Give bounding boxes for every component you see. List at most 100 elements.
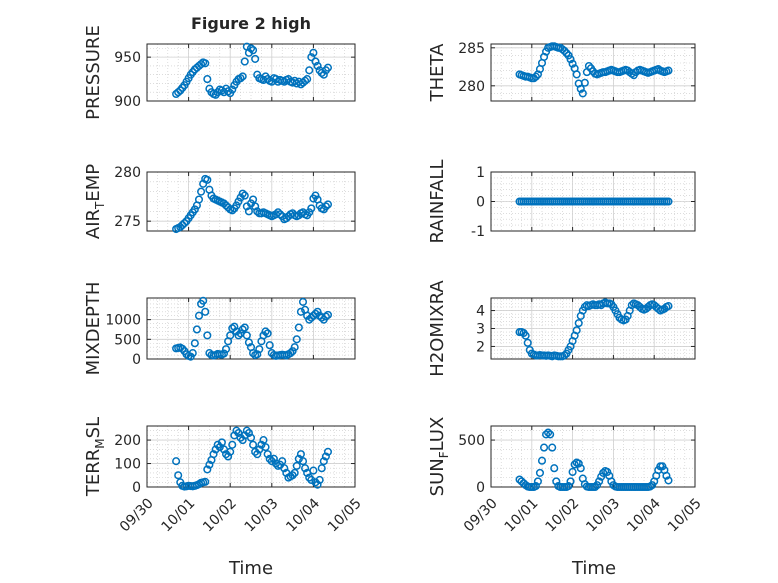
data-point	[564, 482, 573, 491]
y-axis-label: MIXDEPTH	[83, 282, 104, 376]
data-point	[319, 457, 328, 466]
data-point	[199, 296, 208, 305]
data-point	[192, 325, 201, 334]
data-point	[576, 84, 585, 93]
x-tick-label: 10/05	[325, 495, 365, 535]
data-point	[294, 323, 303, 332]
data-point	[280, 464, 289, 473]
data-point	[174, 471, 183, 480]
x-tick-label: 10/01	[159, 495, 199, 535]
data-point	[315, 475, 324, 485]
data-point	[313, 61, 322, 70]
y-tick-label: 275	[114, 214, 141, 230]
data-point	[190, 205, 199, 214]
data-point	[251, 54, 260, 63]
data-point	[255, 345, 264, 354]
data-point	[570, 460, 579, 469]
subplot-3: 275 280 AIRTEMP	[83, 164, 356, 239]
data-point	[305, 473, 314, 482]
data-point	[205, 460, 214, 469]
data-point	[307, 475, 316, 485]
data-point	[278, 457, 287, 466]
y-label-rest: SL	[83, 417, 104, 438]
data-point	[531, 72, 540, 81]
y-tick-label: 100	[114, 457, 141, 473]
data-point	[209, 450, 218, 459]
data-point	[244, 338, 253, 347]
y-label-main: AIR	[83, 209, 104, 239]
data-point	[566, 55, 575, 64]
data-point	[313, 307, 322, 316]
data-point	[224, 87, 233, 96]
data-point	[595, 477, 604, 486]
data-point	[309, 48, 318, 57]
y-axis-label: TERRMSL	[83, 417, 107, 497]
data-point	[253, 450, 262, 459]
data-point	[288, 347, 297, 356]
x-tick-label: 10/01	[502, 495, 542, 535]
data-point	[249, 349, 258, 358]
data-point	[249, 440, 258, 449]
data-point	[664, 302, 673, 311]
data-point	[180, 219, 189, 228]
data-point	[244, 428, 253, 438]
data-point	[236, 193, 245, 202]
data-point	[566, 477, 575, 486]
y-tick-label: 0	[132, 352, 141, 368]
data-point	[234, 197, 243, 206]
data-point	[234, 331, 243, 340]
data-point	[523, 338, 532, 347]
data-point	[321, 202, 330, 211]
data-point	[201, 477, 210, 486]
x-axis-label-right: Time	[571, 558, 616, 579]
y-tick-label: 2	[476, 339, 485, 355]
data-point	[298, 297, 308, 306]
data-point	[211, 445, 220, 454]
data-point	[531, 482, 540, 491]
x-tick-label: 10/02	[543, 495, 583, 535]
data-point	[174, 88, 183, 97]
data-point	[246, 44, 256, 53]
data-point	[238, 436, 247, 445]
data-point	[242, 426, 251, 435]
x-tick-label: 10/05	[665, 495, 705, 535]
data-point	[269, 454, 278, 463]
axes-border	[146, 425, 356, 488]
data-point	[263, 450, 272, 459]
data-point	[301, 464, 310, 473]
y-axis-label: H2OMIXRA	[427, 280, 448, 377]
data-point	[307, 204, 316, 213]
y-label-subscript: M	[93, 438, 107, 448]
y-tick-label: 0	[132, 480, 141, 496]
data-point	[296, 307, 305, 316]
data-point	[203, 331, 212, 340]
data-point	[584, 61, 593, 71]
data-point	[238, 189, 247, 198]
data-point	[303, 75, 312, 84]
data-point	[188, 349, 197, 358]
data-point	[238, 72, 247, 81]
data-point	[307, 53, 316, 62]
data-point	[321, 452, 330, 461]
data-point	[574, 319, 583, 328]
data-point	[292, 335, 301, 344]
y-tick-label: 0	[476, 480, 485, 496]
data-point	[265, 454, 274, 463]
y-tick-label: 280	[458, 79, 485, 95]
data-point	[317, 464, 326, 473]
data-point	[240, 323, 249, 332]
data-point	[226, 331, 235, 340]
axes-border	[490, 43, 696, 102]
data-point	[197, 60, 206, 69]
data-point	[542, 430, 551, 439]
data-point	[236, 74, 245, 83]
subplot-8: 0 500 09/30 10/01 10/02 10/03 10/04 10/05 SUNFLU…	[427, 417, 705, 536]
data-point	[301, 76, 310, 85]
data-point	[228, 440, 237, 449]
subplot-7: 0 100 200 09/30 10/01 10/02 10/03 10/04 10/05 TER…	[83, 417, 365, 535]
x-tick-label: 10/04	[283, 495, 323, 535]
data-point	[533, 477, 542, 486]
data-point	[298, 457, 308, 466]
data-point	[539, 443, 549, 452]
